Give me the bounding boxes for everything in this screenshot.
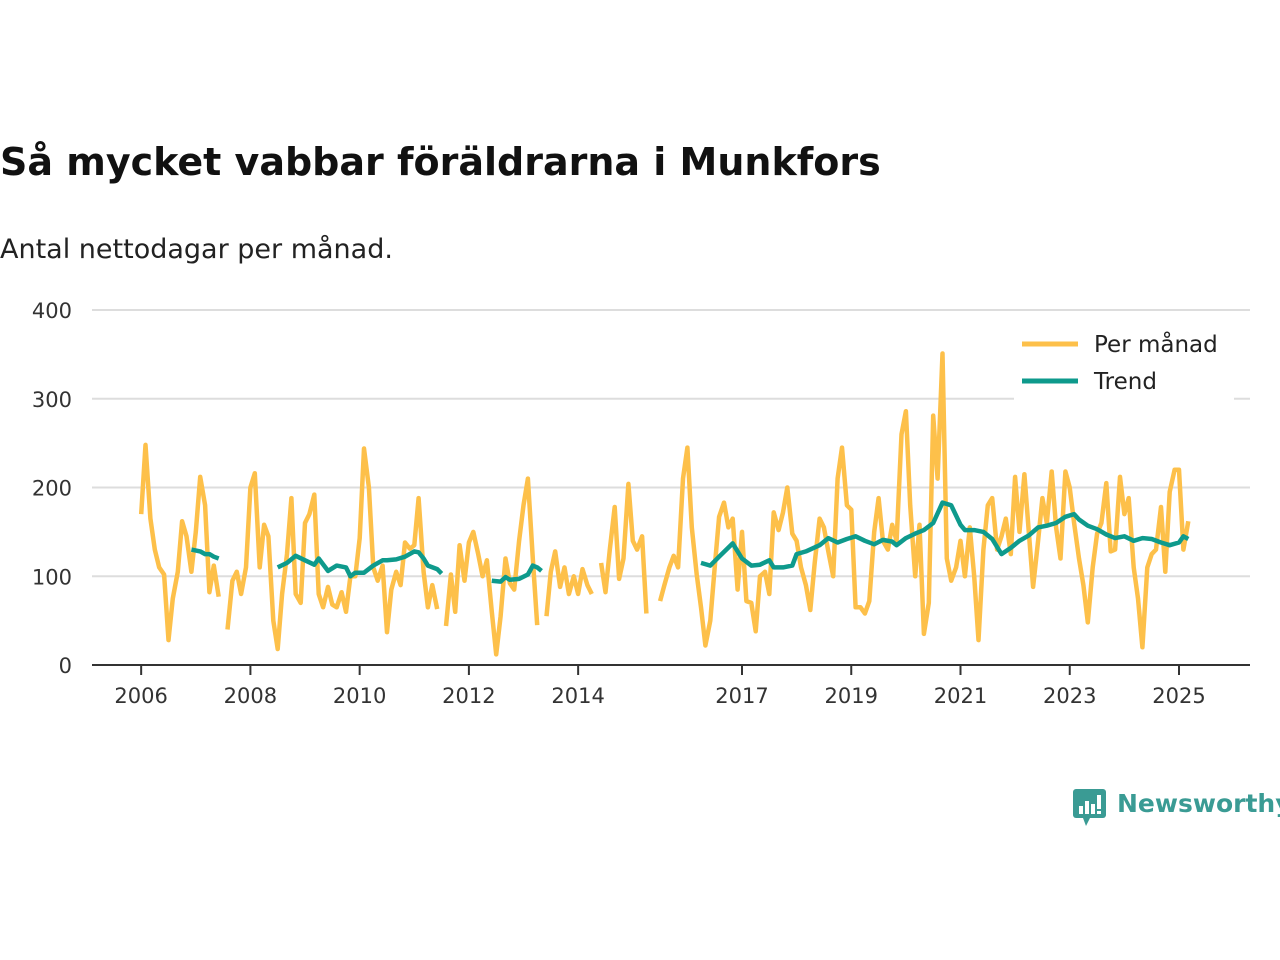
x-tick-label: 2010 bbox=[333, 684, 386, 708]
y-axis: 0 100 200 300 400 bbox=[32, 299, 72, 678]
y-tick-label: 400 bbox=[32, 299, 72, 323]
series-line-segment bbox=[700, 500, 1190, 570]
x-tick-label: 2017 bbox=[715, 684, 768, 708]
x-tick-label: 2023 bbox=[1043, 684, 1096, 708]
brand-name: Newsworthy bbox=[1117, 789, 1280, 818]
y-tick-label: 200 bbox=[32, 477, 72, 501]
x-tick-label: 2006 bbox=[114, 684, 167, 708]
series-line-segment bbox=[491, 563, 543, 584]
series-trend bbox=[190, 500, 1190, 584]
series-line-segment bbox=[657, 351, 1191, 650]
series-line-segment bbox=[544, 549, 594, 617]
x-tick-label: 2019 bbox=[825, 684, 878, 708]
logo-chart-icon bbox=[1073, 789, 1106, 826]
x-tick-label: 2014 bbox=[551, 684, 604, 708]
series-line-segment bbox=[225, 446, 440, 652]
legend-label-trend: Trend bbox=[1093, 369, 1157, 395]
x-tick-label: 2021 bbox=[934, 684, 987, 708]
legend-label-per-manad: Per månad bbox=[1094, 330, 1218, 358]
series-line-segment bbox=[190, 547, 220, 561]
y-tick-label: 300 bbox=[32, 388, 72, 412]
x-tick-label: 2008 bbox=[224, 684, 277, 708]
chart-title: Så mycket vabbar föräldrarna i Munkfors bbox=[0, 140, 881, 184]
y-tick-label: 100 bbox=[32, 565, 72, 589]
legend: Per månad Trend bbox=[1014, 322, 1234, 400]
series-line-segment bbox=[598, 481, 649, 614]
x-tick-label: 2025 bbox=[1152, 684, 1205, 708]
series-line-segment bbox=[443, 476, 540, 657]
series-per-manad bbox=[138, 351, 1191, 657]
series-line-segment bbox=[138, 442, 221, 643]
x-tick-label: 2012 bbox=[442, 684, 495, 708]
x-axis: 2006 2008 2010 2012 2014 2017 2019 2021 2023 2025 bbox=[114, 665, 1206, 708]
chart-subtitle: Antal nettodagar per månad. bbox=[0, 234, 393, 265]
series-layer bbox=[138, 351, 1191, 657]
newsworthy-logo[interactable]: Newsworthy bbox=[1073, 789, 1280, 826]
series-line-segment bbox=[276, 549, 444, 579]
y-tick-label: 0 bbox=[59, 654, 72, 678]
legend-background bbox=[1014, 322, 1234, 400]
